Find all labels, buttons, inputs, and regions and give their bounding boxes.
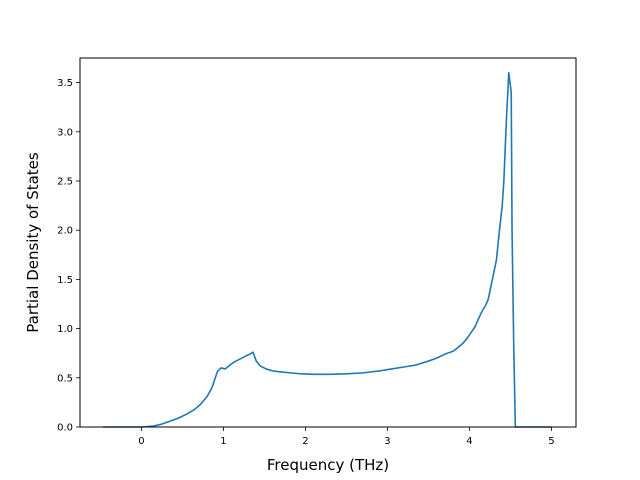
y-tick-label: 1.0 <box>57 324 73 335</box>
x-tick-label: 0 <box>138 436 144 447</box>
y-tick-label: 2.0 <box>57 226 73 237</box>
plot-area <box>79 57 577 428</box>
y-tick-label: 3.0 <box>57 127 73 138</box>
x-tick-label: 1 <box>220 436 226 447</box>
x-axis-ticks: 0 1 2 3 4 5 <box>138 427 555 447</box>
y-tick-label: 0.0 <box>57 423 73 434</box>
y-tick-label: 0.5 <box>57 373 73 384</box>
y-tick-label: 1.5 <box>57 275 73 286</box>
series-line <box>102 71 552 428</box>
y-axis-label: Partial Density of States <box>24 152 42 333</box>
x-axis-label: Frequency (THz) <box>267 456 389 474</box>
axes-frame <box>79 57 577 428</box>
y-axis-ticks: 0.0 0.5 1.0 1.5 2.0 2.5 3.0 3.5 <box>57 78 80 434</box>
y-tick-label: 2.5 <box>57 177 73 188</box>
x-tick-label: 4 <box>466 436 472 447</box>
x-tick-label: 5 <box>548 436 554 447</box>
x-tick-label: 2 <box>302 436 308 447</box>
y-tick-label: 3.5 <box>57 78 73 89</box>
x-tick-label: 3 <box>384 436 390 447</box>
